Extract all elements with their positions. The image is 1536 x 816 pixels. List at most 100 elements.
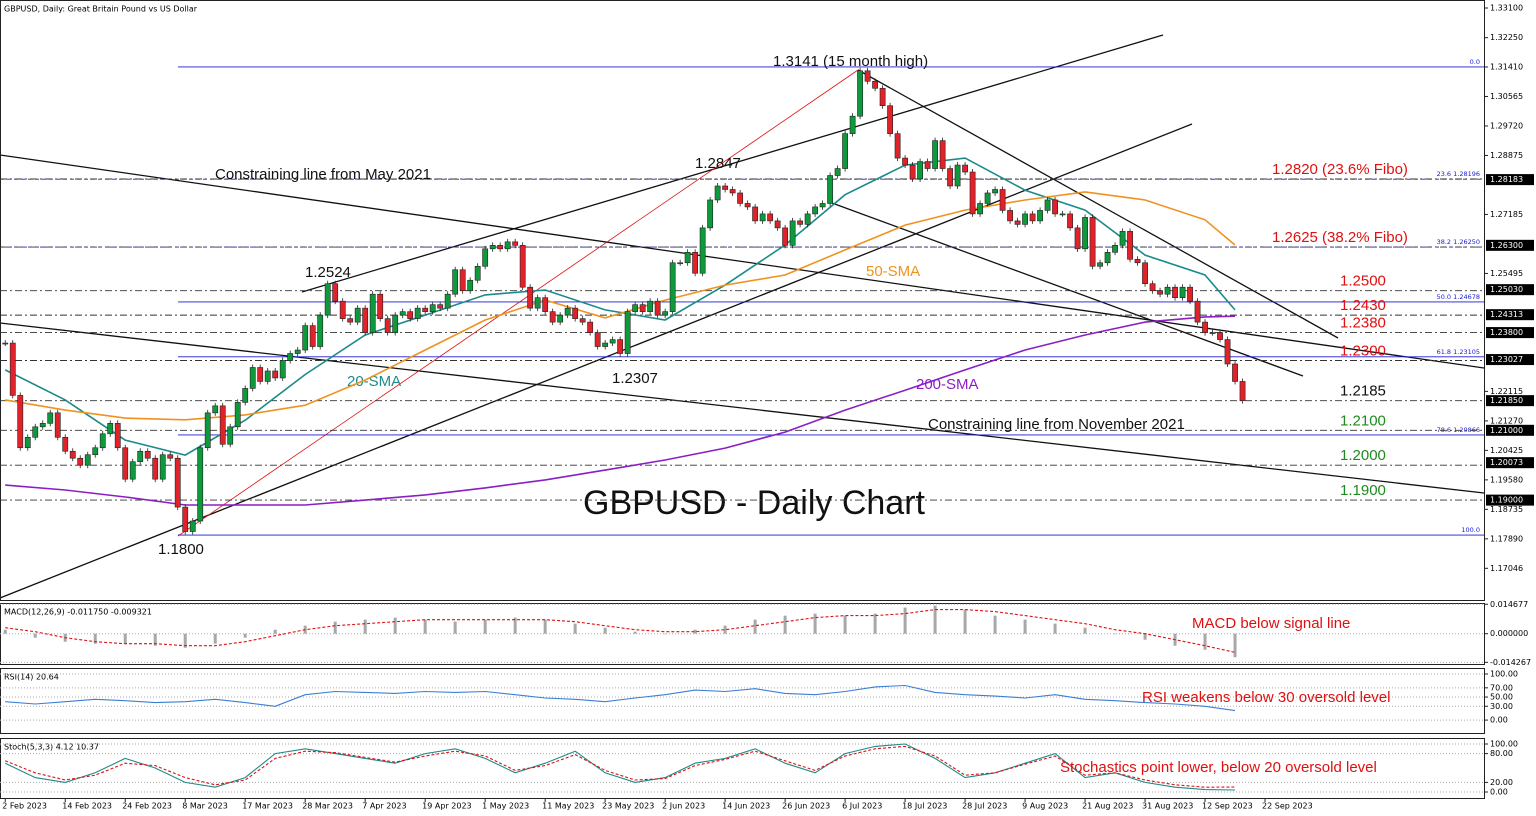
candle [917, 161, 923, 180]
candle [707, 199, 714, 229]
y-tick-label: 1.29720 [1490, 121, 1523, 130]
candle [849, 115, 856, 134]
candle [32, 426, 39, 438]
histogram-bar [813, 613, 817, 634]
candle [317, 314, 324, 347]
candle [1014, 220, 1021, 225]
candle [692, 252, 699, 274]
candle [489, 245, 496, 250]
candle [227, 426, 234, 445]
x-tick-label: 2 Feb 2023 [2, 802, 47, 811]
x-tick-label: 14 Feb 2023 [62, 802, 112, 811]
candle [774, 220, 781, 229]
line-label: 50-SMA [866, 263, 920, 280]
price-tag [1486, 239, 1534, 251]
histogram-bar [93, 633, 97, 644]
candle [879, 87, 886, 107]
candle [999, 189, 1006, 211]
annotation: 1.3141 (15 month high) [773, 53, 928, 70]
histogram-bar [453, 621, 457, 634]
candle [429, 304, 436, 312]
y-tick-label: 0.000000 [1490, 629, 1528, 638]
price-tag [1486, 174, 1534, 186]
candle [564, 307, 571, 316]
trend-line [831, 202, 1304, 377]
candle [309, 325, 316, 347]
histogram-bar [1203, 633, 1207, 650]
candle [1044, 199, 1051, 211]
line-label: 200-SMA [916, 376, 979, 393]
candle [294, 349, 301, 354]
candle [1119, 231, 1126, 246]
candle [84, 454, 91, 466]
indicator-line [5, 609, 1236, 653]
candle [399, 311, 406, 316]
candle [77, 457, 84, 466]
candle [984, 192, 991, 204]
y-tick-label: 1.33100 [1490, 3, 1523, 12]
candle [504, 241, 511, 250]
candle [1224, 339, 1231, 365]
candle [452, 269, 459, 295]
candle [572, 307, 579, 319]
histogram-bar [243, 633, 247, 638]
histogram-bar [843, 615, 847, 634]
price-tag [1486, 395, 1534, 407]
candle [1029, 213, 1036, 222]
candle [534, 297, 541, 309]
x-tick-label: 21 Aug 2023 [1082, 802, 1133, 811]
candle [437, 304, 444, 309]
candle [144, 450, 151, 459]
candle [167, 454, 174, 459]
candle [249, 367, 256, 389]
histogram-bar [1083, 627, 1087, 634]
candle [932, 140, 938, 169]
x-tick-label: 18 Jul 2023 [902, 802, 947, 811]
panel-header: GBPUSD, Daily: Great Britain Pound vs US… [4, 5, 198, 14]
x-tick-label: 6 Jul 2023 [842, 802, 882, 811]
y-tick-label: 1.30565 [1490, 92, 1523, 101]
candle [339, 300, 346, 319]
annotation: 1.2524 [305, 264, 351, 281]
annotation: Constraining line from May 2021 [215, 166, 431, 183]
candle [1179, 286, 1186, 298]
candle [819, 203, 826, 208]
y-tick-label: 1.32250 [1490, 33, 1523, 42]
candle [782, 227, 789, 246]
level-label: 1.2430 [1340, 297, 1386, 314]
candle [459, 269, 466, 291]
candle [377, 293, 384, 319]
candle [497, 245, 504, 250]
candle [924, 161, 931, 169]
panel-header: Stoch(5,3,3) 4.12 10.37 [4, 743, 99, 752]
y-tick-label: 1.19580 [1490, 475, 1523, 484]
candle [789, 220, 796, 246]
candle [54, 412, 61, 438]
candle [242, 388, 249, 403]
histogram-bar [723, 625, 727, 634]
candle [1059, 213, 1066, 216]
histogram-bar [783, 615, 787, 634]
histogram-bar [3, 629, 7, 634]
price-tag [1486, 354, 1534, 366]
candle [347, 318, 354, 323]
candle [17, 395, 24, 449]
level-label: 1.1900 [1340, 482, 1386, 499]
histogram-bar [363, 619, 367, 634]
candle [1097, 262, 1103, 267]
x-tick-label: 26 Jun 2023 [782, 802, 830, 811]
candle [602, 342, 609, 347]
candle [272, 370, 279, 379]
candle [1157, 290, 1163, 295]
candle [39, 423, 46, 428]
candle [422, 307, 429, 312]
candle [894, 133, 901, 159]
candle [1022, 213, 1028, 225]
histogram-bar [963, 609, 967, 634]
candle [647, 300, 654, 312]
histogram-bar [1143, 633, 1147, 640]
candle [1194, 300, 1201, 323]
y-tick-label: 1.20425 [1490, 446, 1523, 455]
trend-line [857, 69, 1339, 339]
